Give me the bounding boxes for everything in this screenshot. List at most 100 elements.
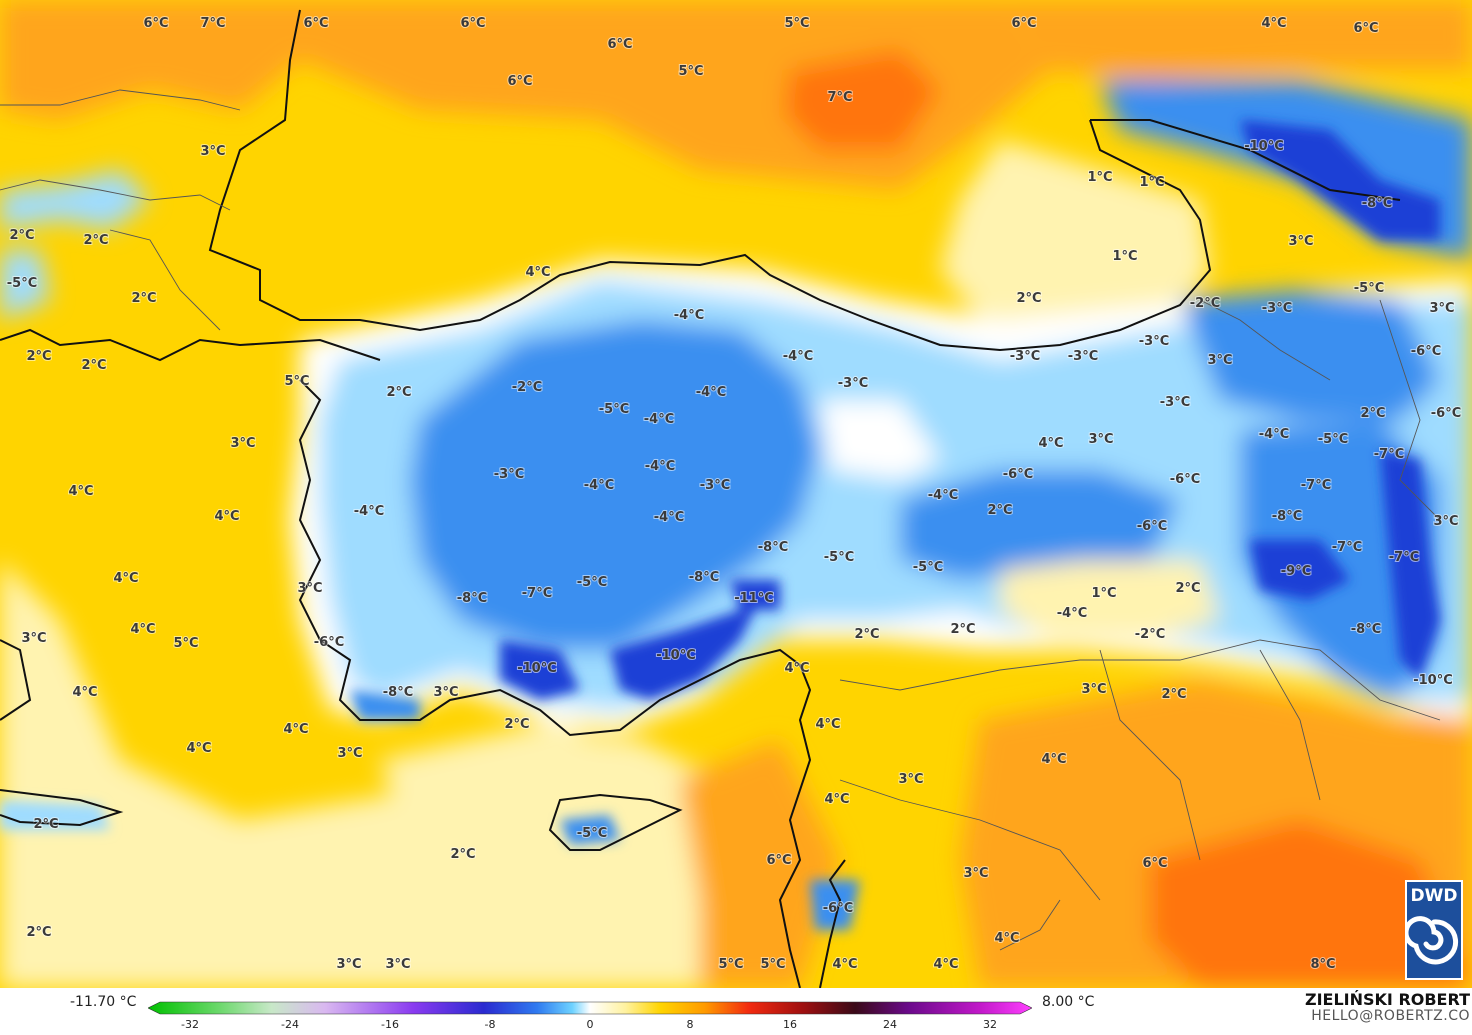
mild-region bbox=[940, 140, 1210, 320]
temperature-label: 4°C bbox=[72, 685, 97, 700]
colorbar-tick-label: 8 bbox=[686, 1018, 694, 1031]
temperature-label: -5°C bbox=[824, 550, 854, 565]
temperature-label: 3°C bbox=[1088, 432, 1113, 447]
temperature-field bbox=[0, 0, 1472, 988]
borders bbox=[0, 89, 1441, 951]
temperature-label: -7°C bbox=[522, 586, 552, 601]
temperature-label: -11°C bbox=[734, 591, 774, 606]
cold-light-region bbox=[0, 250, 50, 320]
temperature-label: 3°C bbox=[200, 144, 225, 159]
temperature-label: 2°C bbox=[950, 622, 975, 637]
temperature-label: -2°C bbox=[1135, 627, 1165, 642]
temperature-label: 4°C bbox=[784, 661, 809, 676]
temperature-label: -5°C bbox=[577, 826, 607, 841]
coastlines bbox=[0, 9, 1401, 988]
temperature-label: -3°C bbox=[1160, 395, 1190, 410]
credit-name: ZIELIŃSKI ROBERT bbox=[1304, 990, 1470, 1009]
temperature-label: 6°C bbox=[143, 16, 168, 31]
temperature-label: -4°C bbox=[674, 308, 704, 323]
cold-deep-region bbox=[1240, 120, 1440, 240]
temperature-label: 5°C bbox=[678, 64, 703, 79]
temperature-label: -4°C bbox=[783, 349, 813, 364]
temperature-label: 4°C bbox=[214, 509, 239, 524]
temperature-label: -4°C bbox=[928, 488, 958, 503]
warmer-region bbox=[680, 740, 840, 988]
temperature-label: -3°C bbox=[494, 467, 524, 482]
temperature-label: 5°C bbox=[760, 957, 785, 972]
temperature-label: -4°C bbox=[645, 459, 675, 474]
temperature-label: 2°C bbox=[81, 358, 106, 373]
temperature-label: -3°C bbox=[1262, 301, 1292, 316]
temperature-label: -6°C bbox=[1003, 467, 1033, 482]
temperature-label: -4°C bbox=[1259, 427, 1289, 442]
temperature-label: -5°C bbox=[1354, 281, 1384, 296]
temperature-label: 4°C bbox=[994, 931, 1019, 946]
credit-email: HELLO@ROBERTZ.CO bbox=[1311, 1008, 1470, 1024]
temperature-label: -6°C bbox=[823, 901, 853, 916]
temperature-label: -10°C bbox=[656, 648, 696, 663]
cold-deep-region bbox=[730, 580, 780, 610]
cold-deep-region bbox=[610, 600, 760, 700]
cold-mid-region bbox=[410, 320, 820, 650]
temperature-label: 4°C bbox=[525, 265, 550, 280]
temperature-label: 4°C bbox=[824, 792, 849, 807]
temperature-label: 3°C bbox=[963, 866, 988, 881]
temperature-label: -8°C bbox=[1272, 509, 1302, 524]
temperature-label: 3°C bbox=[433, 685, 458, 700]
colorbar-tick-label: 24 bbox=[883, 1018, 897, 1031]
temperature-label: 3°C bbox=[297, 581, 322, 596]
temperature-label: -4°C bbox=[644, 412, 674, 427]
colorbar-footer: -11.70 °C bbox=[0, 988, 1472, 1035]
temperature-label: 1°C bbox=[1139, 175, 1164, 190]
temperature-label: 3°C bbox=[1433, 514, 1458, 529]
temperature-label: -6°C bbox=[1411, 344, 1441, 359]
hot-region bbox=[1150, 820, 1472, 988]
temperature-label: 2°C bbox=[26, 925, 51, 940]
temperature-label: 2°C bbox=[1161, 687, 1186, 702]
temperature-label: 5°C bbox=[284, 374, 309, 389]
colorbar-tick-label: 0 bbox=[586, 1018, 594, 1031]
temperature-label: 6°C bbox=[1011, 16, 1036, 31]
temperature-label: 2°C bbox=[131, 291, 156, 306]
temperature-label: -7°C bbox=[1389, 550, 1419, 565]
temperature-label: -4°C bbox=[1057, 606, 1087, 621]
colorbar-max-label: 8.00 °C bbox=[1042, 994, 1095, 1010]
temperature-label: 2°C bbox=[1360, 406, 1385, 421]
temperature-label: -7°C bbox=[1332, 540, 1362, 555]
temperature-label: 2°C bbox=[854, 627, 879, 642]
temperature-label: -2°C bbox=[1190, 296, 1220, 311]
colorbar-tick-label: -8 bbox=[484, 1018, 496, 1031]
temperature-label: 2°C bbox=[1016, 291, 1041, 306]
temperature-label: 3°C bbox=[1207, 353, 1232, 368]
temperature-label: -7°C bbox=[1301, 478, 1331, 493]
temperature-label: -10°C bbox=[517, 661, 557, 676]
temperature-label: 4°C bbox=[186, 741, 211, 756]
temperature-label: 6°C bbox=[1142, 856, 1167, 871]
temperature-label: 3°C bbox=[898, 772, 923, 787]
temperature-label: 4°C bbox=[815, 717, 840, 732]
cold-cores bbox=[0, 120, 1440, 930]
temperature-label: -3°C bbox=[838, 376, 868, 391]
temperature-label: 3°C bbox=[1081, 682, 1106, 697]
temperature-label: 3°C bbox=[385, 957, 410, 972]
temperature-label: -3°C bbox=[1010, 349, 1040, 364]
warmer-region bbox=[0, 0, 300, 120]
temperature-label: 4°C bbox=[933, 957, 958, 972]
temperature-label: 2°C bbox=[26, 349, 51, 364]
cold-deep-region bbox=[1250, 540, 1350, 600]
temperature-label: 2°C bbox=[987, 503, 1012, 518]
temperature-label: -8°C bbox=[1351, 622, 1381, 637]
temperature-label: 4°C bbox=[68, 484, 93, 499]
cold-mid-region bbox=[1180, 290, 1440, 420]
temperature-label: -6°C bbox=[314, 635, 344, 650]
temperature-label: -5°C bbox=[1318, 432, 1348, 447]
colorbar-tick-label: -16 bbox=[381, 1018, 399, 1031]
cold-deep-region bbox=[1380, 450, 1440, 680]
warmer-region bbox=[1000, 0, 1472, 80]
temperature-label: 2°C bbox=[504, 717, 529, 732]
temperature-label: 6°C bbox=[507, 74, 532, 89]
mild-region bbox=[1000, 560, 1220, 640]
temperature-label: -6°C bbox=[1431, 406, 1461, 421]
temperature-label: 3°C bbox=[336, 957, 361, 972]
colorbar-tick-label: 16 bbox=[783, 1018, 797, 1031]
